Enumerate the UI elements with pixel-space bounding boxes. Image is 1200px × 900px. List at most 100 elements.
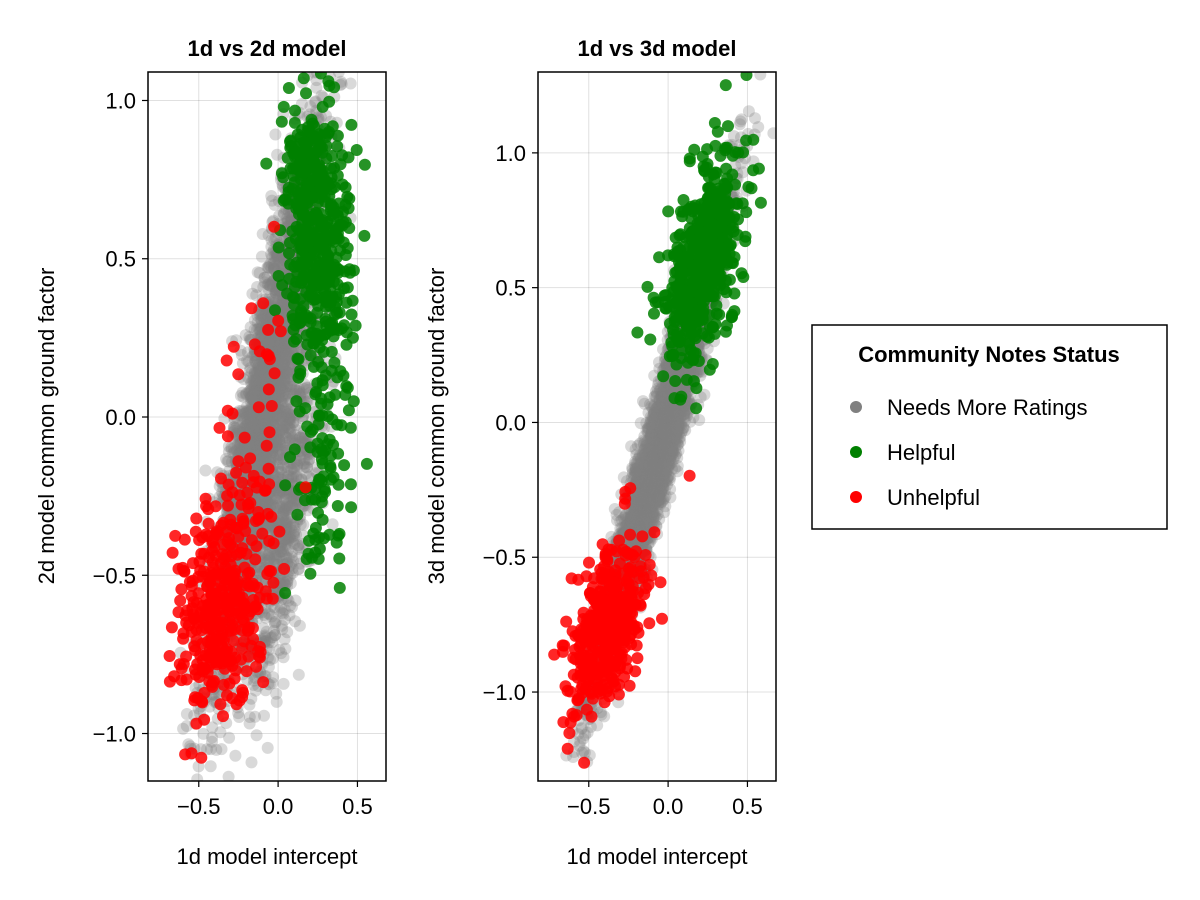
data-point — [304, 290, 317, 303]
data-point — [272, 419, 284, 432]
data-point — [247, 437, 260, 450]
data-point — [277, 503, 290, 516]
data-point — [258, 495, 271, 508]
data-point — [228, 672, 241, 685]
data-point — [225, 441, 238, 454]
data-point — [284, 361, 297, 374]
data-point — [281, 385, 293, 397]
data-point — [251, 411, 264, 424]
data-point — [250, 414, 263, 426]
data-point — [248, 374, 261, 387]
data-point — [221, 404, 234, 417]
data-point — [243, 364, 256, 377]
data-point — [234, 389, 247, 402]
data-point — [278, 384, 291, 397]
data-point — [337, 369, 350, 382]
data-point — [252, 412, 265, 425]
data-point — [332, 72, 345, 78]
data-point — [229, 749, 242, 762]
data-point — [239, 420, 252, 433]
data-point — [221, 655, 234, 668]
data-point — [261, 314, 274, 327]
data-point — [277, 409, 290, 421]
data-point — [270, 436, 283, 449]
data-point — [281, 215, 294, 228]
data-point — [281, 214, 294, 227]
data-point — [238, 440, 251, 452]
data-point — [272, 390, 285, 403]
data-point — [252, 513, 265, 526]
data-point — [273, 339, 286, 352]
data-point — [267, 416, 279, 429]
point-layer — [163, 72, 373, 781]
data-point — [271, 440, 284, 453]
data-point — [273, 448, 285, 461]
data-point — [251, 429, 264, 442]
data-point — [303, 125, 316, 138]
data-point — [249, 425, 262, 438]
data-point — [297, 72, 310, 85]
data-point — [269, 286, 282, 299]
data-point — [269, 128, 282, 141]
data-point — [316, 513, 329, 526]
data-point — [214, 698, 227, 711]
data-point — [257, 452, 270, 465]
x-tick-label: 0.5 — [342, 794, 373, 819]
data-point — [257, 311, 270, 324]
data-point — [201, 580, 214, 593]
data-point — [270, 439, 283, 452]
data-point — [277, 378, 290, 391]
data-point — [236, 591, 249, 604]
data-point — [253, 450, 266, 463]
data-point — [245, 423, 258, 436]
data-point — [251, 366, 264, 379]
data-point — [250, 419, 263, 432]
data-point — [286, 182, 299, 195]
data-point — [206, 623, 219, 636]
data-point — [220, 453, 233, 465]
data-point — [275, 414, 288, 427]
data-point — [185, 579, 198, 592]
data-point — [255, 417, 268, 430]
data-point — [316, 374, 329, 387]
data-point — [272, 385, 285, 398]
data-point — [344, 478, 357, 491]
data-point — [252, 428, 265, 441]
data-point — [272, 499, 285, 512]
data-point — [279, 354, 292, 367]
data-point — [257, 281, 270, 293]
data-point — [210, 743, 223, 756]
data-point — [248, 427, 261, 440]
data-point — [342, 202, 355, 215]
data-point — [266, 338, 278, 351]
data-point — [209, 608, 222, 621]
data-point — [256, 527, 269, 540]
data-point — [214, 726, 227, 739]
data-point — [273, 345, 286, 358]
data-point — [259, 372, 271, 385]
data-point — [278, 375, 291, 388]
data-point — [273, 351, 286, 364]
data-point — [185, 625, 198, 638]
data-point — [285, 380, 298, 393]
data-point — [251, 358, 264, 371]
data-point — [272, 255, 285, 268]
data-point — [274, 343, 287, 356]
data-point — [236, 476, 249, 489]
data-point — [251, 435, 264, 448]
data-point — [343, 222, 356, 234]
data-point — [241, 415, 254, 428]
data-point — [252, 431, 265, 444]
data-point — [275, 355, 288, 368]
data-point — [217, 678, 230, 691]
data-point — [263, 426, 276, 439]
data-point — [257, 416, 270, 429]
data-point — [217, 516, 230, 529]
data-point — [280, 500, 293, 513]
data-point — [230, 444, 243, 457]
data-point — [245, 366, 258, 379]
data-point — [291, 508, 304, 521]
data-point — [326, 120, 339, 133]
data-point — [333, 581, 346, 594]
